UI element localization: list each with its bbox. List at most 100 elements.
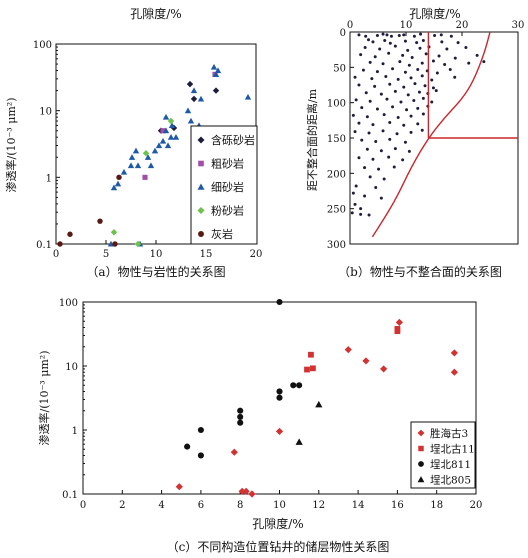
panel-b-point (387, 51, 391, 55)
panel-b-point (384, 75, 388, 79)
panel-a-point (167, 117, 175, 125)
panel-c-point (304, 366, 310, 373)
panel-b-point (365, 147, 369, 151)
panel-a-legend-marker (197, 207, 205, 214)
panel-a-point (212, 71, 220, 77)
panel-b-point (357, 33, 361, 37)
panel-b-point (393, 147, 397, 151)
panel-b-point (416, 122, 420, 126)
panel-b-point (370, 77, 374, 81)
panel-b-ytick-label: 100 (327, 99, 346, 110)
panel-b-point (375, 70, 379, 74)
panel-b-ytick-label: 250 (327, 205, 346, 216)
panel-c-xtick-label: 8 (237, 500, 243, 511)
panel-a-point (212, 87, 220, 94)
panel-c-xtick-label: 14 (352, 500, 365, 511)
panel-a-point (162, 127, 170, 134)
panel-b-point (420, 61, 424, 65)
panel-b-point (419, 32, 423, 36)
panel-a-point (214, 67, 222, 74)
panel-b-ytick-label: 300 (327, 240, 346, 251)
panel-c-point (308, 351, 314, 358)
panel-a-point (168, 122, 176, 129)
panel-b-point (445, 47, 449, 51)
panel-a-point (162, 113, 170, 120)
panel-b-point (431, 86, 435, 90)
panel-a-legend-label: 粗砂岩 (211, 157, 244, 171)
panel-c-caption: （c）不同构造位置钻井的储层物性关系图 (167, 539, 390, 554)
panel-a-point (116, 174, 122, 181)
panel-b-point (371, 40, 375, 44)
panel-b-caption: （b）物性与不整合面的关系图 (338, 264, 502, 279)
panel-b-point (361, 68, 365, 72)
panel-a-point (184, 107, 192, 114)
panel-b-envelope-curve (371, 31, 491, 238)
panel-b-point (397, 34, 401, 38)
panel-b-point (381, 129, 385, 133)
panel-c-point (450, 368, 458, 376)
panel-c-point (276, 394, 283, 401)
panel-a-point (155, 142, 163, 149)
panel-a-xtick-label: 0 (53, 249, 59, 260)
panel-b-point (350, 211, 354, 215)
panel-a-point (186, 80, 194, 88)
panel-b-point (363, 194, 367, 198)
panel-b-point (439, 33, 443, 37)
panel-b-point (391, 105, 395, 109)
panel-c-point (237, 419, 244, 426)
panel-c-ytick-label: 0.1 (62, 490, 78, 501)
panel-a-legend-label: 粉砂岩 (211, 204, 244, 218)
panel-b-point (435, 71, 439, 75)
panel-a-legend-marker (197, 136, 205, 144)
panel-b-point (409, 130, 413, 134)
panel-a-point (120, 168, 128, 175)
panel-b-point (464, 46, 468, 50)
panel-a-point (190, 87, 198, 94)
panel-c-point (394, 328, 401, 335)
panel-a-point (110, 184, 118, 191)
panel-b-point (388, 41, 392, 45)
panel-b-point (359, 207, 363, 211)
panel-a-point (164, 142, 172, 149)
panel-b-xtick-label: 10 (400, 20, 413, 31)
panel-b-point (437, 54, 441, 58)
panel-b-point (385, 97, 389, 101)
panel-b-point (379, 92, 383, 96)
panel-b-point (388, 137, 392, 141)
panel-b-point (382, 113, 386, 117)
panel-b-point (357, 83, 361, 87)
panel-b-point (407, 63, 411, 67)
panel-b-point (412, 99, 416, 103)
panel-b-point (363, 166, 367, 170)
panel-b-point (421, 112, 425, 116)
panel-b: 孔隙度/% 距不整合面的距离/m （b）物性与不整合面的关系图 0 10 20 300… (305, 6, 524, 279)
panel-b-point (440, 40, 444, 44)
panel-b-point (402, 123, 406, 127)
panel-b-point (398, 60, 402, 64)
panel-b-ytick-label: 50 (333, 63, 346, 74)
panel-a: 孔隙度/% 渗透率/(10⁻³ μm²) （a）物性与岩性的关系图 0 5 10 15… (4, 6, 262, 279)
panel-c-legend-label: 埕北805 (430, 475, 471, 487)
panel-a-point (160, 128, 166, 134)
panel-a-point (110, 229, 118, 236)
panel-c-point (237, 407, 244, 414)
panel-b-point (430, 78, 434, 82)
panel-b-point (379, 149, 383, 153)
panel-b-point (353, 202, 357, 206)
panel-a-xtick-label: 20 (250, 249, 263, 260)
panel-b-point (364, 34, 368, 38)
panel-b-point (364, 91, 368, 95)
panel-b-point (415, 41, 419, 45)
panel-b-point (359, 212, 363, 216)
panel-b-point (456, 41, 460, 45)
panel-b-point (375, 34, 379, 38)
panel-b-xtick-label: 30 (512, 20, 525, 31)
panel-b-point (406, 93, 410, 97)
panel-c-legend-label: 埕北古11 (430, 443, 475, 456)
panel-b-point (409, 114, 413, 118)
panel-a-point (210, 63, 218, 70)
panel-c-xtick-label: 12 (312, 500, 325, 511)
panel-c-point (315, 400, 323, 408)
